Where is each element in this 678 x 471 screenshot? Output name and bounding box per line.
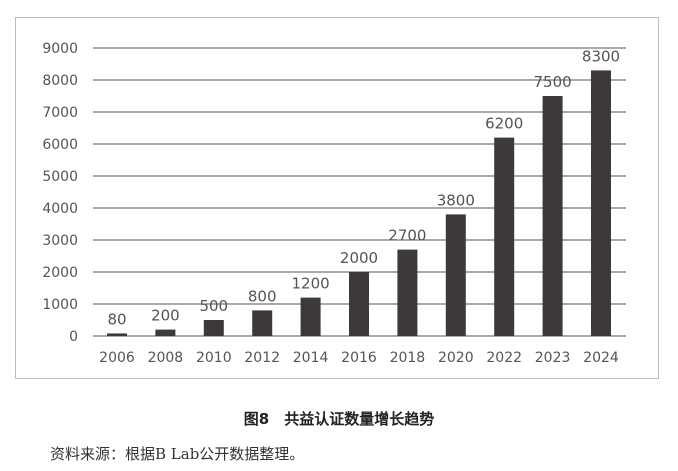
y-tick-label: 6000 <box>42 137 78 153</box>
y-tick-label: 0 <box>69 329 78 345</box>
x-tick-label: 2023 <box>535 350 571 366</box>
data-label: 500 <box>199 297 228 315</box>
data-label: 200 <box>151 307 180 325</box>
data-label: 2700 <box>388 227 426 245</box>
data-label: 3800 <box>437 191 475 209</box>
y-tick-label: 2000 <box>42 265 78 281</box>
x-tick-label: 2018 <box>390 350 426 366</box>
bar <box>300 297 321 336</box>
y-tick-label: 3000 <box>42 233 78 249</box>
x-tick-label: 2020 <box>438 350 474 366</box>
figure-caption: 图8 共益认证数量增长趋势 <box>243 410 435 428</box>
data-label: 1200 <box>292 275 330 293</box>
x-tick-label: 2006 <box>99 350 135 366</box>
data-label: 6200 <box>485 115 523 133</box>
bar-chart: 0 1000 2000 3000 4000 5000 6000 7000 8000 9000 80 2… <box>42 41 626 366</box>
x-tick-label: 2014 <box>293 350 329 366</box>
y-tick-label: 9000 <box>42 41 78 57</box>
bar <box>349 272 369 336</box>
data-label: 800 <box>248 287 277 305</box>
data-label: 80 <box>107 310 126 328</box>
data-label: 2000 <box>340 249 378 267</box>
x-tick-label: 2010 <box>196 350 232 366</box>
bar <box>155 329 176 336</box>
y-tick-label: 8000 <box>42 73 78 89</box>
y-tick-label: 5000 <box>42 169 78 185</box>
y-tick-label: 7000 <box>42 105 78 121</box>
bar <box>494 137 515 336</box>
x-tick-label: 2012 <box>244 350 280 366</box>
bar <box>542 96 563 336</box>
data-label: 8300 <box>582 47 620 65</box>
x-tick-label: 2008 <box>148 350 184 366</box>
bar <box>107 333 127 336</box>
x-tick-label: 2022 <box>486 350 522 366</box>
y-tick-label: 1000 <box>42 297 78 313</box>
x-tick-label: 2024 <box>583 350 619 366</box>
data-label: 7500 <box>534 73 572 91</box>
y-tick-label: 4000 <box>42 201 78 217</box>
bar <box>252 310 273 336</box>
chart-frame <box>15 17 659 379</box>
source-note: 资料来源：根据B Lab公开数据整理。 <box>50 445 305 463</box>
bar <box>445 214 466 336</box>
x-tick-label: 2016 <box>341 350 377 366</box>
bar <box>203 320 224 336</box>
bar <box>591 70 611 337</box>
bar <box>397 249 418 336</box>
